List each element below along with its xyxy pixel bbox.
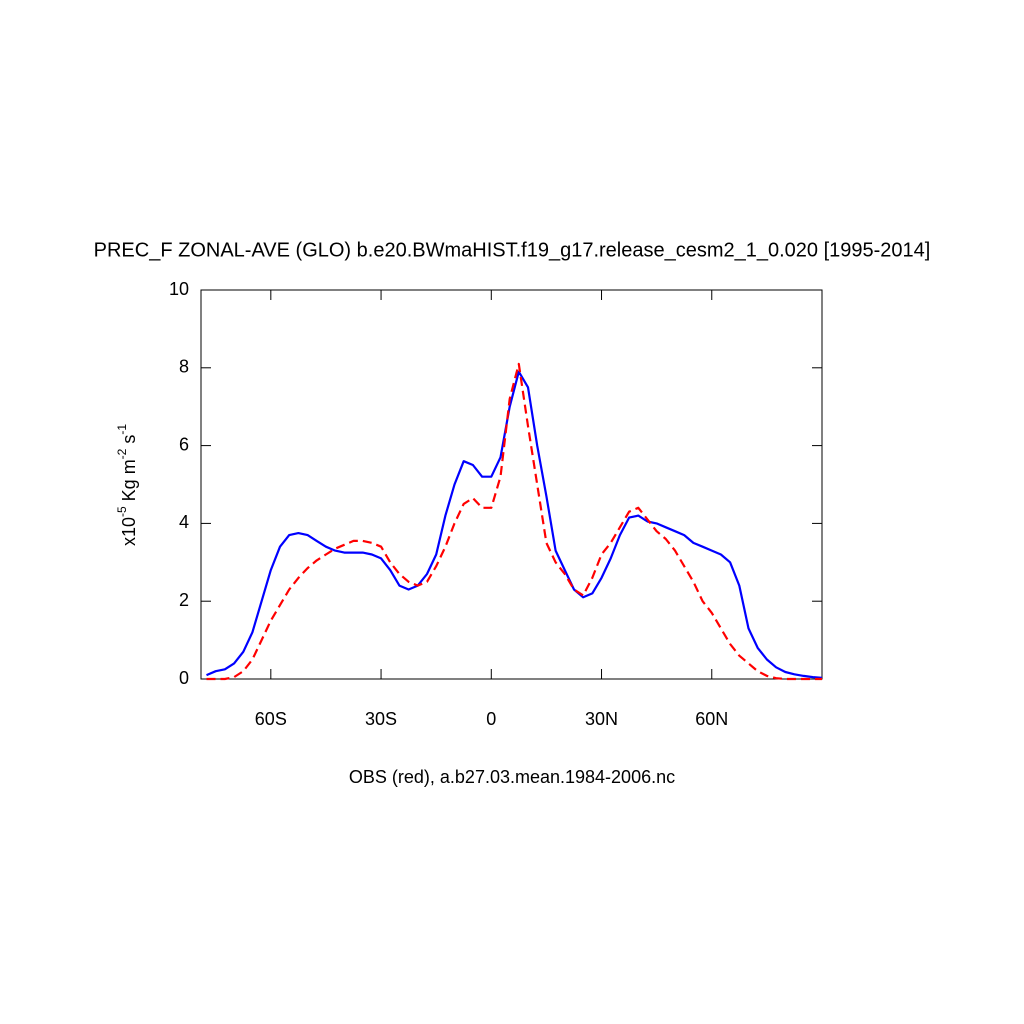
x-tick-label: 30N	[585, 709, 618, 729]
plot-frame	[200, 289, 823, 680]
y-tick-label: 8	[179, 357, 189, 377]
y-tick-label: 0	[179, 668, 189, 688]
y-label-part: s	[119, 435, 139, 449]
y-label-sup: -5	[115, 506, 129, 517]
chart-title: PREC_F ZONAL-AVE (GLO) b.e20.BWmaHIST.f1…	[94, 239, 931, 261]
y-tick-label: 2	[179, 590, 189, 610]
y-label-part: Kg m	[119, 459, 139, 506]
y-tick-label: 6	[179, 434, 189, 454]
data-line	[206, 362, 822, 681]
y-tick-label: 10	[169, 279, 189, 299]
data-line	[206, 370, 823, 679]
x-axis-label: OBS (red), a.b27.03.mean.1984-2006.nc	[349, 767, 675, 787]
x-tick-label: 0	[486, 709, 496, 729]
y-label-sup: -2	[115, 448, 129, 459]
y-axis-label: x10-5 Kg m-2 s-1	[115, 424, 139, 546]
y-label-part: x10	[119, 517, 139, 546]
y-tick-label: 4	[179, 512, 189, 532]
x-tick-label: 30S	[365, 709, 397, 729]
y-label-sup: -1	[115, 424, 129, 435]
x-tick-label: 60N	[695, 709, 728, 729]
x-tick-label: 60S	[255, 709, 287, 729]
